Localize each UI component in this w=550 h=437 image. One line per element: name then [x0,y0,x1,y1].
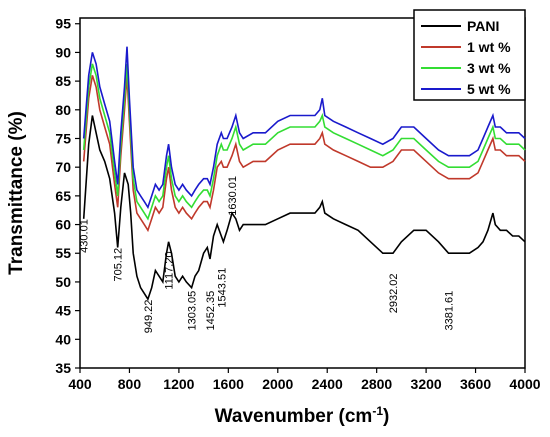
peak-label: 1303.05 [187,291,199,331]
x-tick-label: 1600 [213,376,244,392]
x-axis-ticks: 400 800 1200 1600 2000 2400 2800 3200 3600 4000 [68,368,541,392]
legend-label-4: 5 wt % [467,81,511,97]
y-tick-label: 75 [55,130,71,146]
peak-label: 949.22 [143,300,155,334]
y-tick-label: 35 [55,360,71,376]
plot-frame [79,17,526,369]
y-axis-title: Transmittance (%) [6,111,27,275]
y-tick-label: 65 [55,188,71,204]
y-tick-label: 80 [55,102,71,118]
x-tick-label: 2800 [361,376,392,392]
peak-label: 1630.01 [227,176,239,216]
y-axis-ticks: 35 40 45 50 55 60 65 70 75 80 85 90 95 [55,16,80,376]
legend-label-1: PANI [467,18,499,34]
y-tick-label: 60 [55,217,71,233]
series-line-4 [82,46,526,210]
peak-label: 705.12 [113,248,125,282]
series-layer [82,46,526,301]
y-tick-label: 40 [55,331,71,347]
x-tick-label: 2400 [312,376,343,392]
y-tick-label: 55 [55,245,71,261]
y-tick-label: 70 [55,159,71,175]
x-tick-label: 2000 [262,376,293,392]
x-tick-label: 800 [118,376,142,392]
legend: PANI 1 wt % 3 wt % 5 wt % [413,9,526,101]
peak-label: 3381.61 [444,291,456,331]
legend-label-2: 1 wt % [467,39,511,55]
y-tick-label: 90 [55,44,71,60]
y-tick-label: 95 [55,16,71,32]
peak-label: 2932.02 [388,274,400,314]
x-axis-title: Wavenumber (cm-1) [215,404,390,427]
y-tick-label: 45 [55,303,71,319]
y-tick-label: 50 [55,274,71,290]
peak-label: 430.01 [79,219,91,253]
legend-label-3: 3 wt % [467,60,511,76]
peak-label: 1117.20 [164,251,176,289]
series-line-1 [82,115,526,301]
peak-label: 1452.35 [205,291,217,331]
x-tick-label: 400 [68,376,92,392]
peak-label: 1543.51 [216,268,228,308]
x-tick-label: 4000 [509,376,540,392]
y-tick-label: 85 [55,73,71,89]
x-tick-label: 3200 [411,376,442,392]
x-tick-label: 3600 [460,376,491,392]
x-tick-label: 1200 [163,376,194,392]
